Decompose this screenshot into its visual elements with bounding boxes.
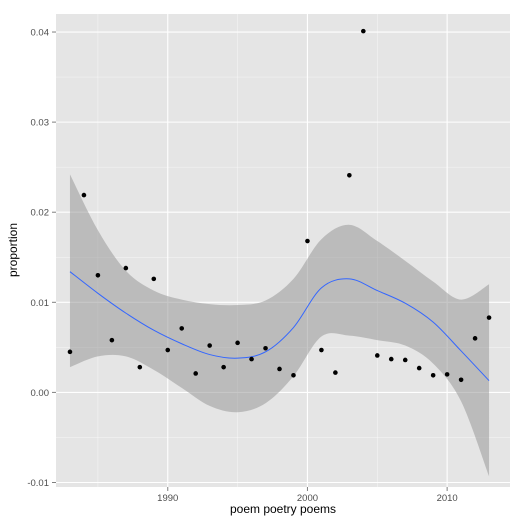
data-point — [109, 337, 115, 343]
data-point — [179, 326, 185, 331]
data-point — [235, 340, 240, 346]
x-axis-ticks: 1990 2000 2010 — [157, 487, 458, 504]
data-point — [81, 192, 87, 198]
data-point — [402, 357, 408, 363]
data-point — [165, 347, 171, 353]
data-point — [347, 172, 352, 178]
y-axis-ticks: -0.01 0.00 0.01 0.02 0.03 0.04 — [27, 28, 56, 489]
data-point — [361, 28, 366, 34]
y-axis-title: proportion — [6, 223, 20, 277]
data-point — [193, 371, 198, 376]
confidence-band — [69, 174, 490, 477]
x-axis-title: poem poetry poems — [230, 502, 336, 516]
x-tick-label: 1990 — [157, 493, 178, 504]
y-tick-label: 0.02 — [31, 208, 50, 219]
y-tick-label: 0.04 — [31, 28, 50, 39]
data-point — [221, 364, 226, 370]
data-point — [305, 238, 310, 244]
data-points — [67, 28, 492, 383]
data-point — [67, 349, 73, 355]
data-point — [472, 336, 478, 341]
data-point — [430, 372, 436, 378]
data-point — [137, 364, 143, 370]
x-tick-label: 2010 — [437, 493, 458, 504]
y-tick-label: 0.03 — [31, 118, 50, 129]
data-point — [123, 265, 129, 271]
data-point — [458, 377, 464, 383]
y-tick-label: -0.01 — [27, 478, 49, 489]
x-tick-label: 2000 — [297, 493, 318, 504]
smooth-line — [69, 271, 490, 382]
data-point — [333, 370, 338, 375]
data-point — [374, 353, 380, 358]
y-tick-label: 0.01 — [31, 298, 50, 309]
data-point — [277, 366, 282, 372]
data-point — [486, 315, 492, 320]
plot-panel — [56, 14, 510, 487]
data-point — [95, 272, 101, 278]
data-point — [263, 345, 268, 351]
data-point — [319, 347, 324, 353]
data-point — [291, 372, 296, 378]
data-point — [151, 276, 157, 282]
y-tick-label: 0.00 — [31, 388, 50, 399]
data-point — [416, 365, 422, 371]
data-point — [388, 356, 394, 362]
data-point — [444, 372, 450, 377]
data-point — [207, 343, 212, 348]
data-point — [249, 356, 254, 362]
